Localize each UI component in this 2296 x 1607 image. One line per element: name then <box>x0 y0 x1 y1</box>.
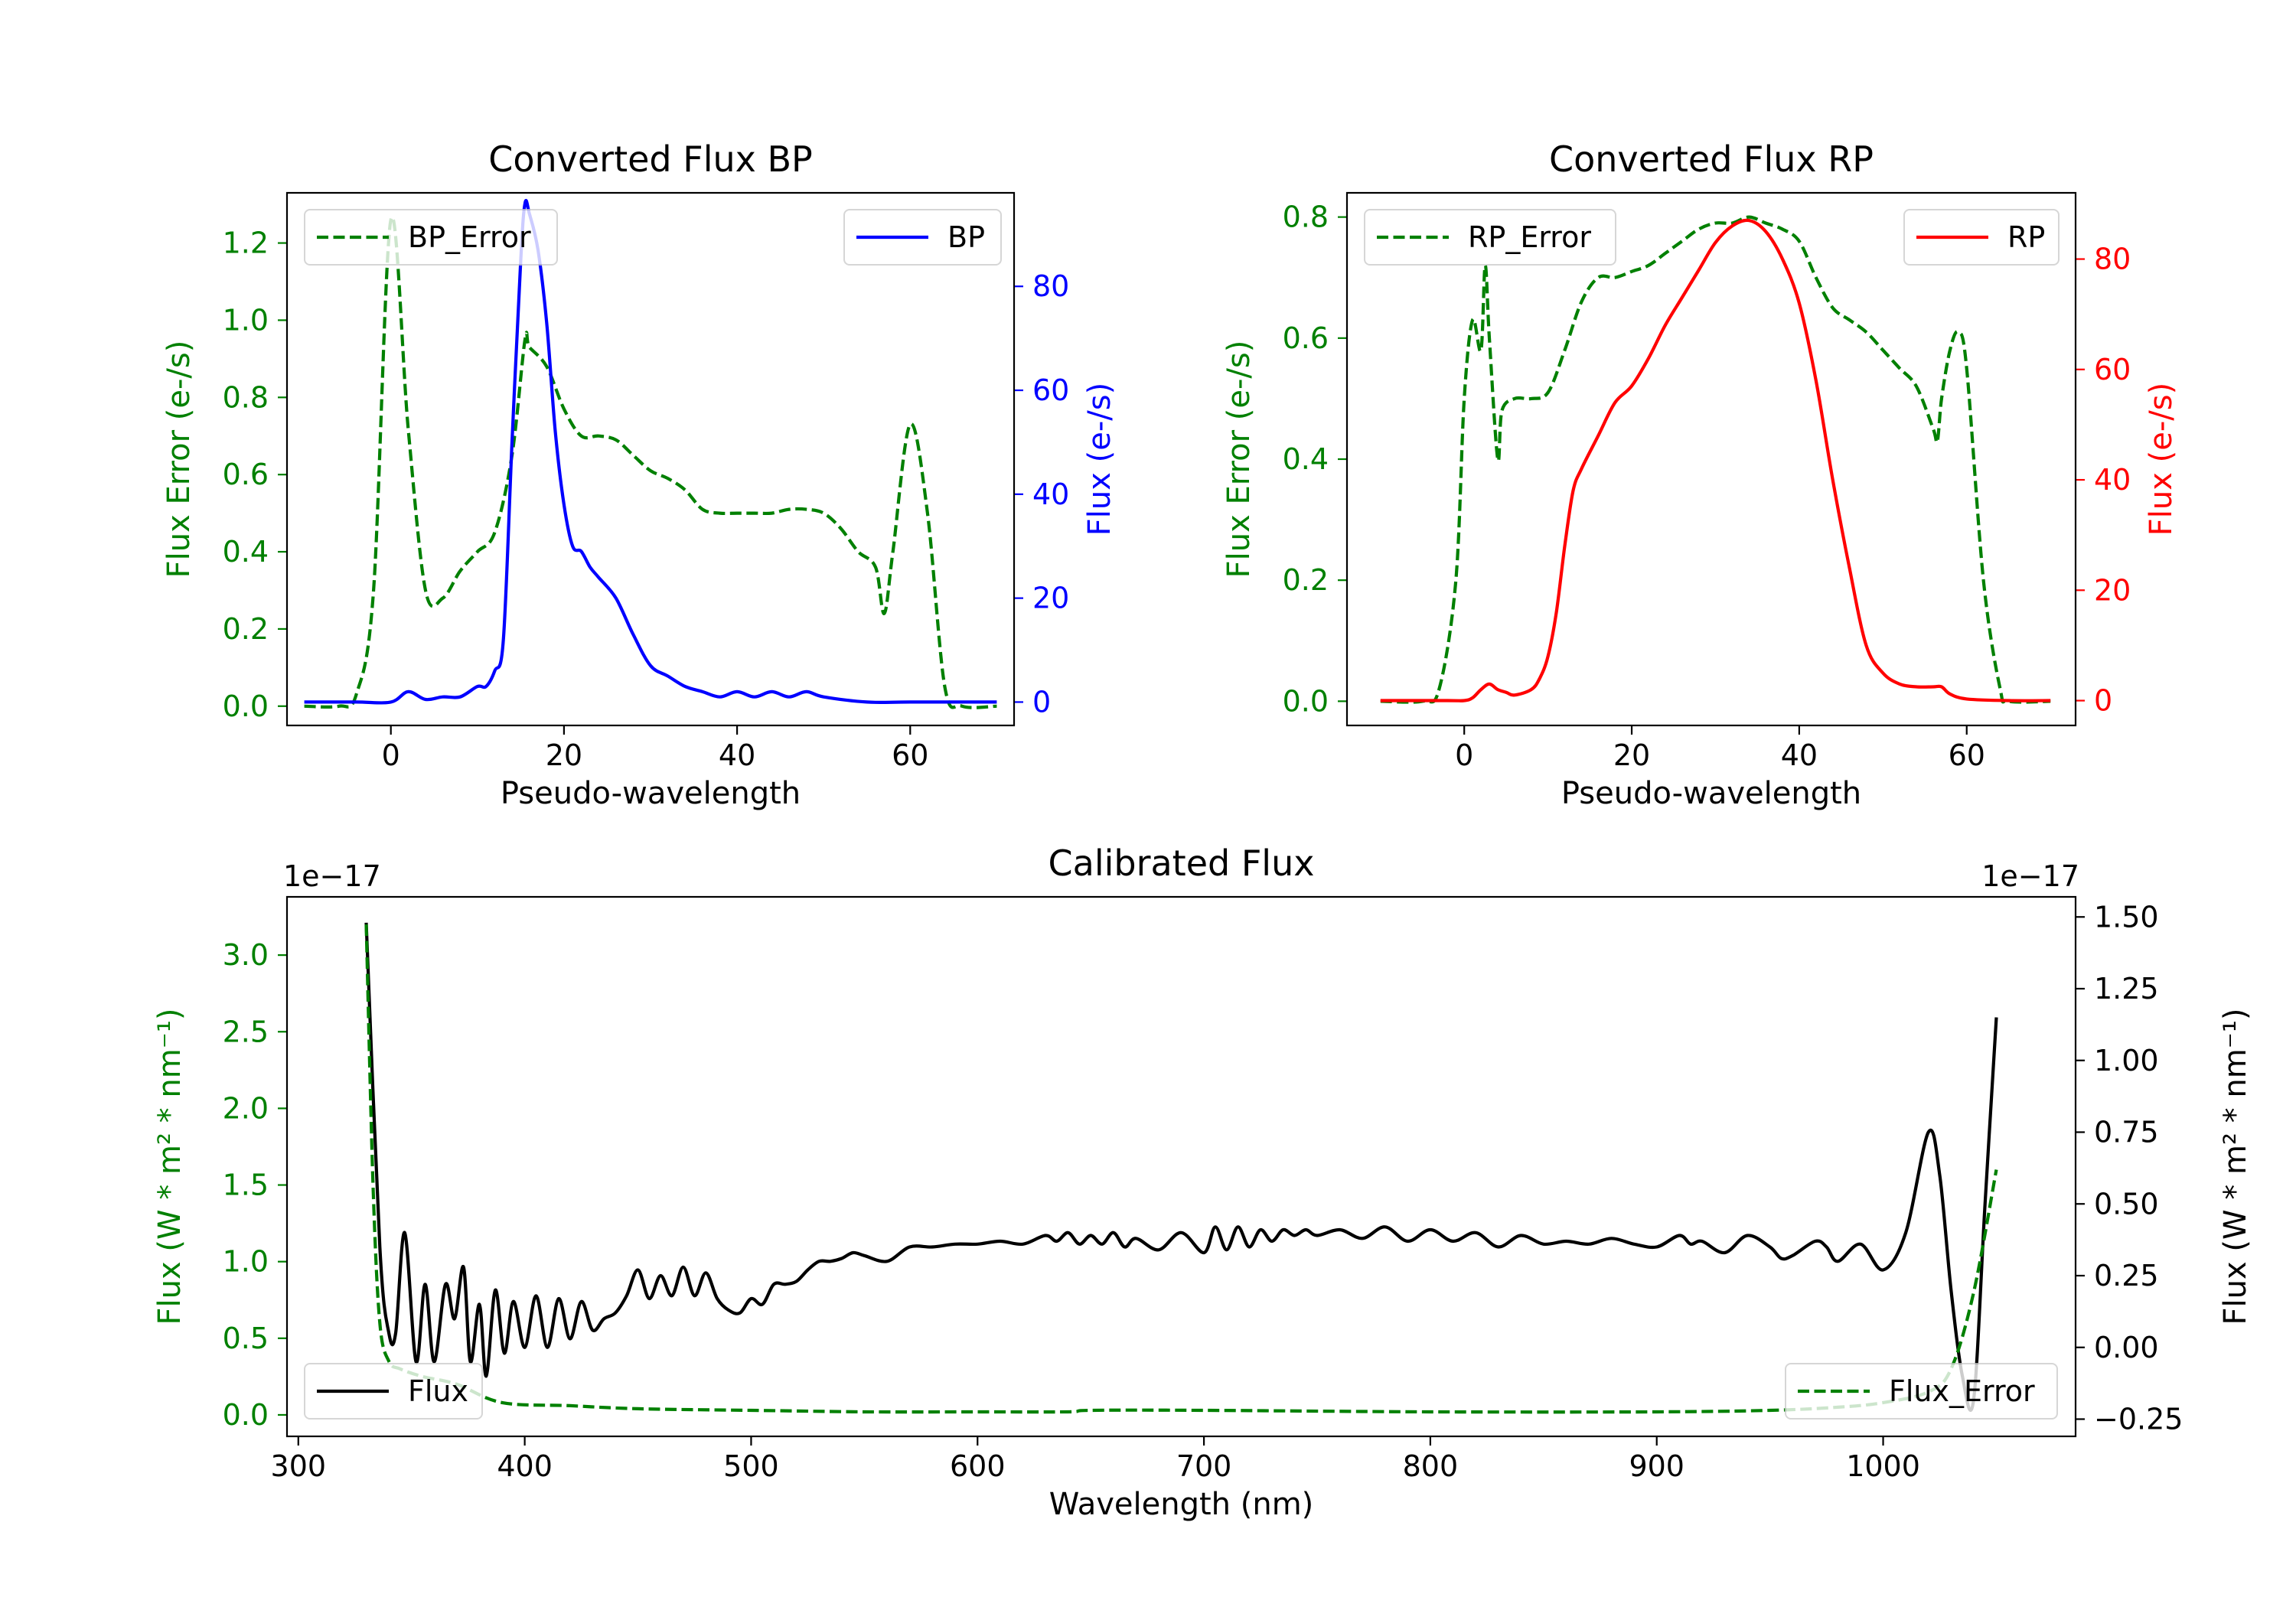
bp-right-tick-label: 80 <box>1032 269 1069 303</box>
cal-left-tick-label: 1.5 <box>223 1169 269 1202</box>
rp-title: Converted Flux RP <box>1549 139 1874 180</box>
bp-x-tick-label: 20 <box>546 738 582 772</box>
cal-right-tick-label: 0.75 <box>2094 1116 2159 1149</box>
bp-x-tick-label: 60 <box>892 738 928 772</box>
rp-plot-frame <box>1345 191 2077 727</box>
rp-left-tick-label: 0.8 <box>1283 200 1329 234</box>
cal-right-tick-label: −0.25 <box>2094 1403 2183 1436</box>
rp-right-axis-label: Flux (e-/s) <box>2144 383 2179 536</box>
cal-x-tick-label: 400 <box>497 1449 553 1483</box>
rp-right-tick-label: 0 <box>2094 684 2112 718</box>
cal-x-tick-label: 300 <box>271 1449 327 1483</box>
cal-series-flux-line <box>364 922 1998 1412</box>
bp-x-tick-label: 40 <box>719 738 755 772</box>
cal-x-tick-label: 900 <box>1629 1449 1684 1483</box>
rp-series-rp-line <box>1380 218 2051 702</box>
rp-x-tick-label: 60 <box>1949 738 1985 772</box>
rp-left-tick-label: 0.4 <box>1283 442 1329 476</box>
cal-x-tick-label: 700 <box>1176 1449 1232 1483</box>
bp-x-tick-label: 0 <box>382 738 400 772</box>
bp-left-tick-label: 1.0 <box>223 303 269 337</box>
bp-right-axis-label: Flux (e-/s) <box>1082 383 1117 536</box>
cal-x-axis-label: Wavelength (nm) <box>1049 1487 1314 1522</box>
bp-legend-label: BP_Error <box>408 220 531 254</box>
cal-right-axis-label: Flux (W * m² * nm⁻¹) <box>2218 1009 2253 1325</box>
bp-right-tick-label: 0 <box>1032 685 1051 719</box>
cal-series-flux-error-line <box>364 924 1998 1414</box>
cal-legend-label: Flux <box>408 1374 468 1408</box>
bp-chart: Converted Flux BP 0 20 40 60 Pseudo-wavelengt… <box>161 139 1117 811</box>
cal-right-multiplier: 1e−17 <box>1981 859 2079 893</box>
rp-right-tick-label: 80 <box>2094 243 2131 276</box>
bp-left-axis-label: Flux Error (e-/s) <box>161 341 197 579</box>
cal-plot-frame <box>285 895 2077 1438</box>
cal-left-tick-label: 3.0 <box>223 938 269 972</box>
cal-legend-flux: Flux <box>304 1363 483 1420</box>
rp-legend-box <box>1364 209 1616 266</box>
cal-legend-box <box>304 1363 483 1420</box>
rp-legend-label: RP <box>2007 220 2045 254</box>
cal-x-tick-label: 500 <box>723 1449 779 1483</box>
bp-legend-bp-error: BP_Error <box>304 209 558 266</box>
cal-right-tick-label: 0.25 <box>2094 1259 2159 1292</box>
rp-left-tick-label: 0.2 <box>1283 563 1329 597</box>
cal-x-tick-label: 800 <box>1403 1449 1459 1483</box>
bp-left-tick-label: 1.2 <box>223 227 269 260</box>
bp-left-tick-label: 0.4 <box>223 535 269 569</box>
cal-left-tick-label: 0.0 <box>223 1398 269 1432</box>
cal-left-tick-label: 0.5 <box>223 1322 269 1355</box>
bp-series-bp-line <box>304 198 997 705</box>
bp-left-tick-label: 0.6 <box>223 458 269 491</box>
rp-x-tick-label: 20 <box>1613 738 1650 772</box>
cal-legend-box <box>1785 1363 2058 1420</box>
bp-right-tick-label: 20 <box>1032 582 1069 615</box>
rp-x-tick-label: 0 <box>1455 738 1473 772</box>
bp-left-tick-label: 0.8 <box>223 380 269 414</box>
rp-left-axis-label: Flux Error (e-/s) <box>1221 341 1257 579</box>
cal-chart: Calibrated Flux 300 400 500 600 700 800 900 1000… <box>152 843 2253 1522</box>
bp-left-tick-label: 0.0 <box>223 689 269 723</box>
cal-left-multiplier: 1e−17 <box>283 859 381 893</box>
cal-right-tick-label: 1.00 <box>2094 1044 2159 1077</box>
cal-left-tick-label: 2.0 <box>223 1091 269 1125</box>
bp-left-tick-label: 0.2 <box>223 612 269 646</box>
rp-x-tick-label: 40 <box>1781 738 1818 772</box>
bp-right-tick-label: 60 <box>1032 373 1069 407</box>
rp-right-tick-label: 40 <box>2094 463 2131 497</box>
rp-series-rp-error-line <box>1380 215 2051 704</box>
cal-legend-flux-error: Flux_Error <box>1785 1363 2058 1420</box>
rp-legend-rp: RP <box>1903 209 2060 266</box>
bp-plot-frame <box>285 191 1016 727</box>
cal-left-tick-label: 1.0 <box>223 1245 269 1279</box>
rp-chart: Converted Flux RP 0 20 40 60 Pseudo-wavelengt… <box>1221 139 2179 811</box>
cal-x-tick-label: 600 <box>950 1449 1006 1483</box>
rp-left-tick-label: 0.0 <box>1283 684 1329 718</box>
cal-left-tick-label: 2.5 <box>223 1015 269 1048</box>
bp-legend-bp: BP <box>843 209 1002 266</box>
cal-x-tick-label: 1000 <box>1846 1449 1920 1483</box>
rp-right-tick-label: 60 <box>2094 353 2131 386</box>
rp-legend-rp-error: RP_Error <box>1364 209 1616 266</box>
rp-x-axis-label: Pseudo-wavelength <box>1561 776 1861 811</box>
cal-title: Calibrated Flux <box>1049 843 1315 884</box>
bp-right-tick-label: 40 <box>1032 478 1069 511</box>
bp-legend-label: BP <box>947 220 985 254</box>
cal-left-axis-label: Flux (W * m² * nm⁻¹) <box>152 1009 188 1325</box>
bp-legend-box <box>304 209 558 266</box>
rp-right-tick-label: 20 <box>2094 573 2131 607</box>
bp-title: Converted Flux BP <box>488 139 813 180</box>
cal-right-tick-label: 1.50 <box>2094 900 2159 934</box>
bp-x-axis-label: Pseudo-wavelength <box>501 776 801 811</box>
cal-right-tick-label: 1.25 <box>2094 972 2159 1006</box>
bp-series-bp-error-line <box>304 215 997 709</box>
cal-right-tick-label: 0.00 <box>2094 1331 2159 1364</box>
rp-left-tick-label: 0.6 <box>1283 321 1329 355</box>
rp-legend-label: RP_Error <box>1468 220 1591 254</box>
cal-legend-label: Flux_Error <box>1889 1374 2035 1408</box>
cal-right-tick-label: 0.50 <box>2094 1187 2159 1221</box>
